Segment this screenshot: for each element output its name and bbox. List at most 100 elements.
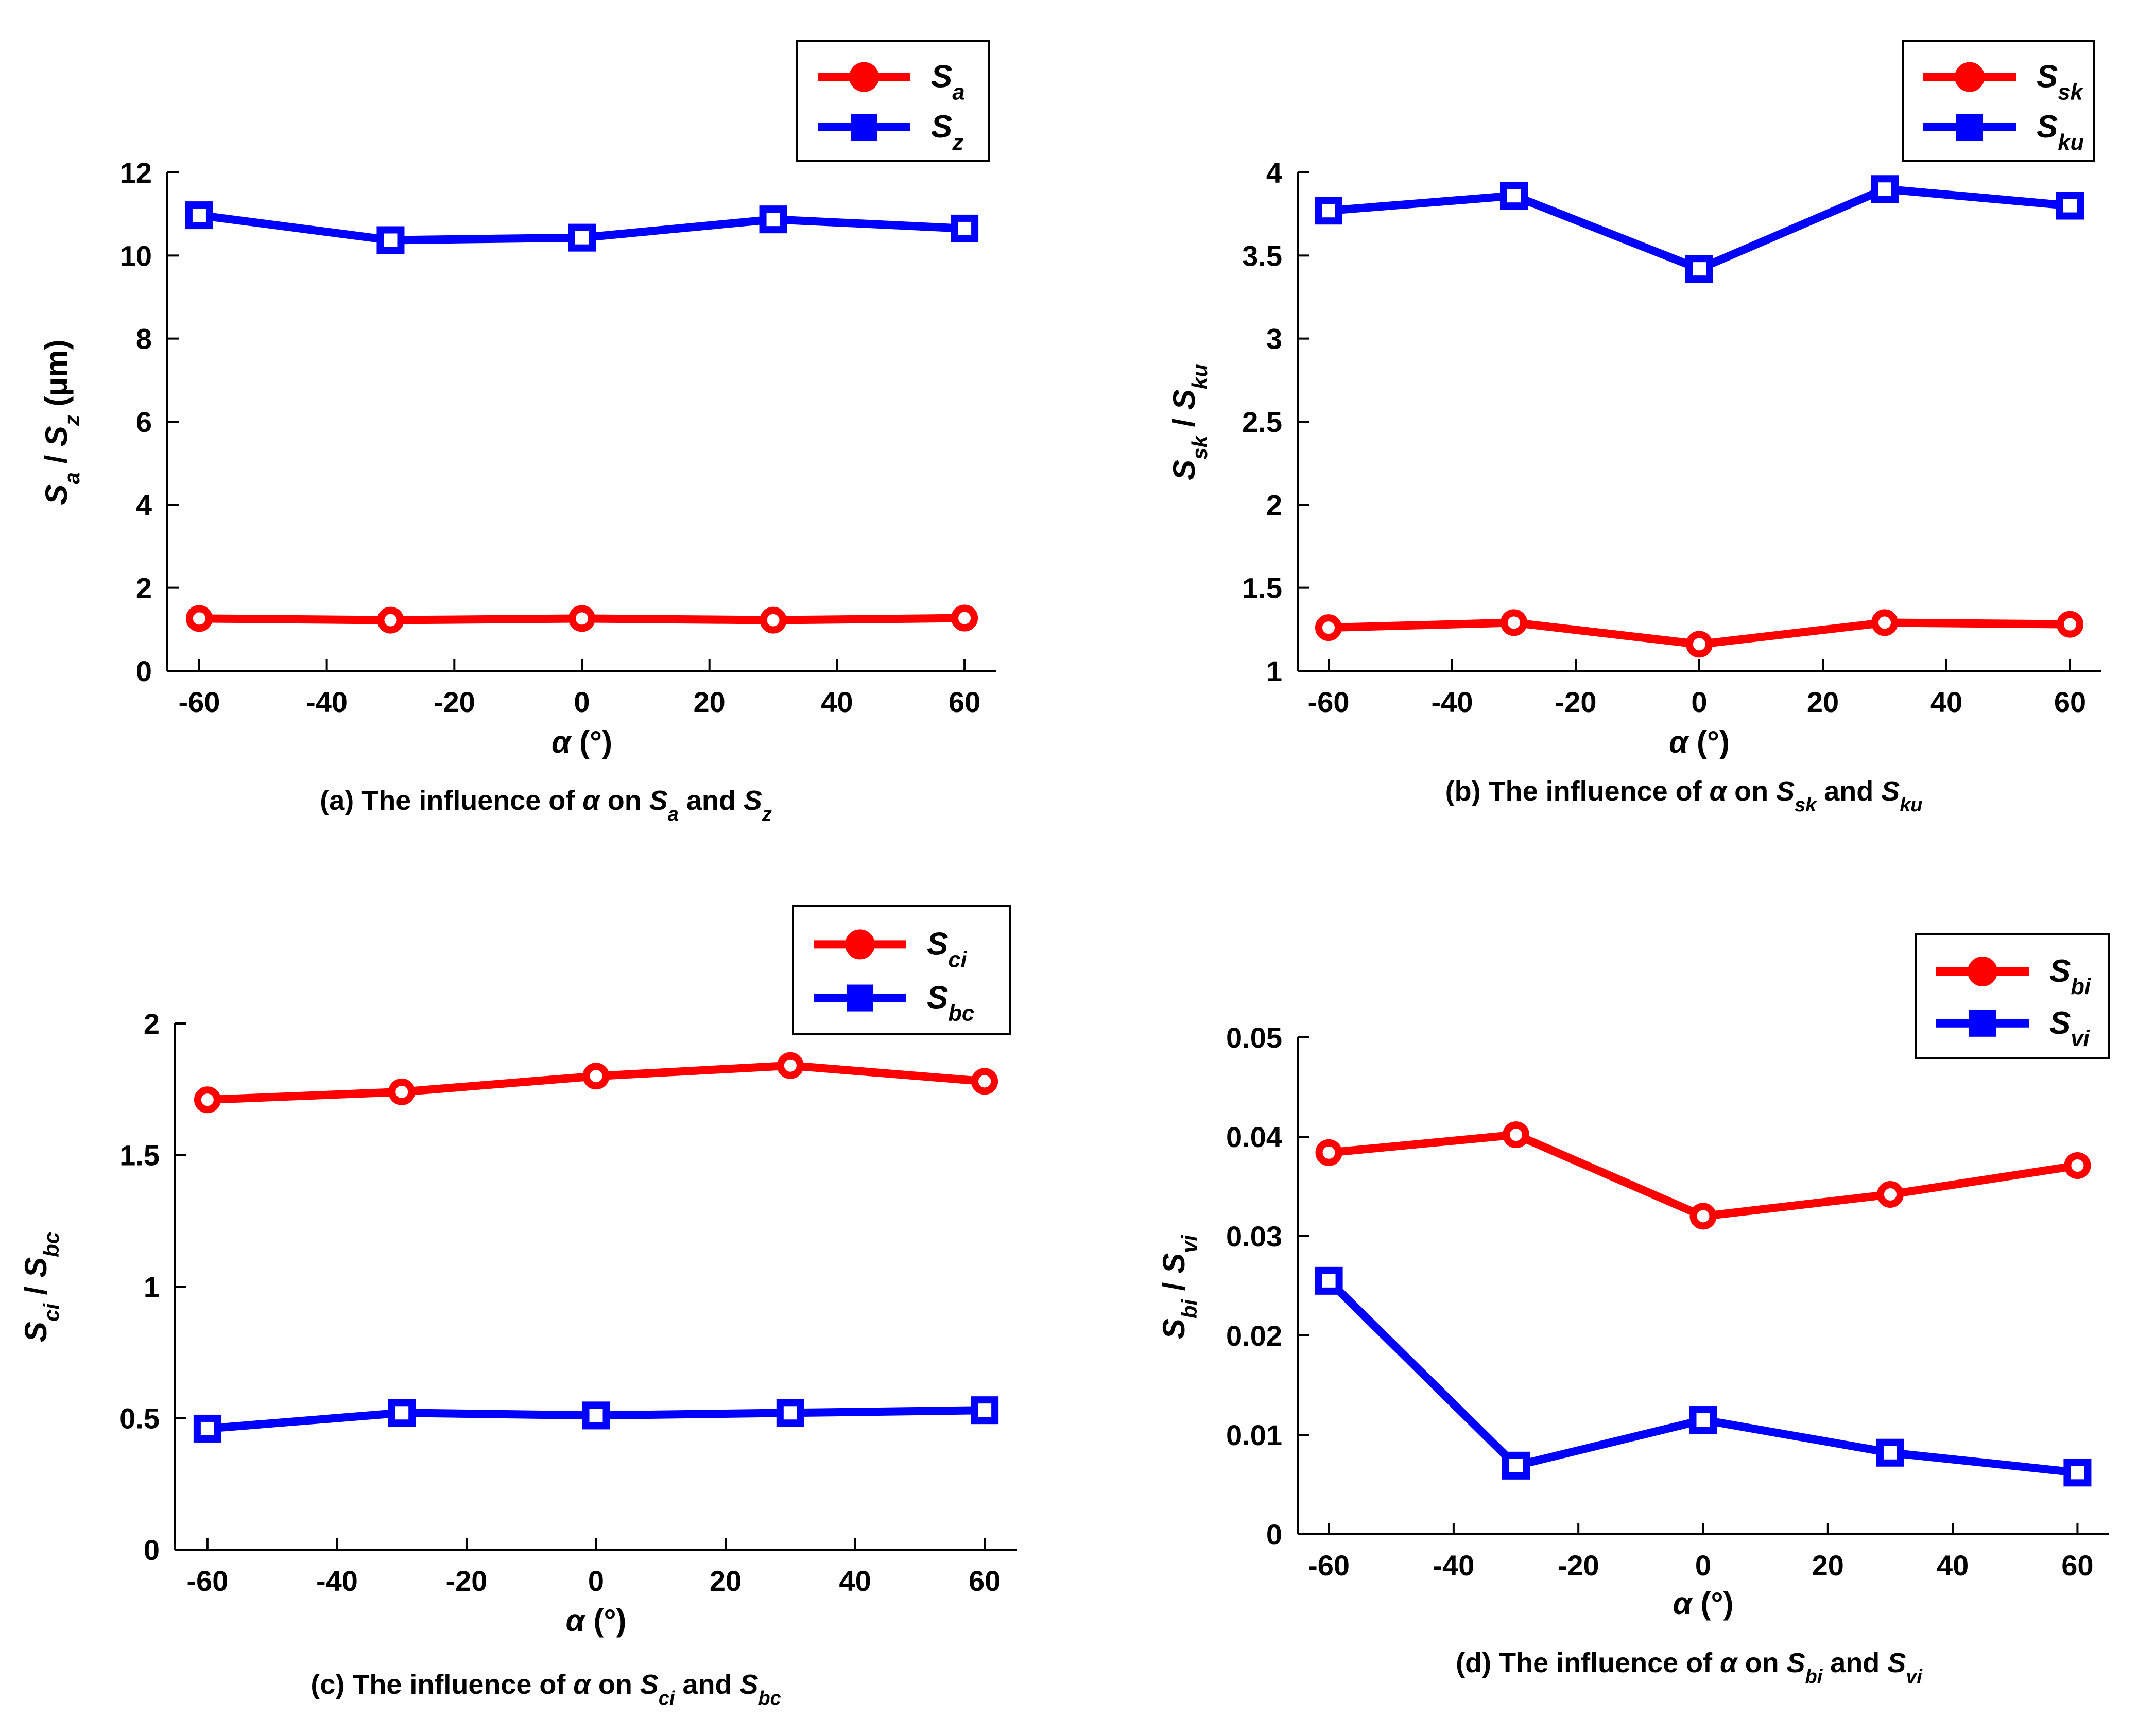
data-point [388, 1078, 416, 1105]
panel-a: 0 2 4 6 8 10 12 -60 -40 -20 0 20 40 60 α (°) Sa / Sz (μ… [39, 40, 996, 825]
data-point [582, 1063, 610, 1090]
x-tick-label: 0 [574, 686, 590, 718]
legend-marker [1955, 62, 1985, 92]
data-point [1871, 175, 1899, 203]
panel-d: 0 0.01 0.02 0.03 0.04 0.05 -60 -40 -20 0 20 40 60 α (… [1157, 933, 2110, 1688]
x-tick-label: 60 [2054, 686, 2086, 718]
data-point [194, 1086, 221, 1114]
legend-box [792, 905, 1011, 1035]
data-point [2057, 611, 2083, 638]
y-tick-label: 0.04 [1226, 1121, 1282, 1153]
x-tick-label: 20 [1812, 1549, 1844, 1582]
legend-marker [849, 62, 879, 92]
y-tick-label: 1 [1266, 655, 1282, 687]
panel-b: 1 1.5 2 2.5 3 3.5 4 -60 -40 -20 0 20 40 60 α (°) Ssk / … [1167, 40, 2101, 816]
legend-label: Sa [931, 59, 965, 105]
x-tick-label: -60 [178, 686, 220, 718]
y-tick-label: 0 [136, 655, 152, 687]
y-tick-label: 8 [136, 323, 152, 355]
data-point [1876, 1438, 1904, 1467]
y-tick-label: 0.02 [1226, 1320, 1282, 1352]
series-Sbc [193, 1396, 999, 1443]
y-tick-label: 0.5 [119, 1402, 160, 1435]
data-point [185, 605, 213, 632]
x-tick-label: 0 [1695, 1549, 1711, 1582]
data-point [2056, 192, 2084, 220]
legend-label: Svi [2049, 1005, 2090, 1051]
data-point [185, 201, 213, 230]
data-point [388, 1399, 416, 1427]
x-tick-label: 0 [588, 1565, 604, 1597]
x-tick-label: -20 [434, 686, 475, 718]
data-point [568, 223, 596, 252]
series-Ssk [1315, 609, 2083, 658]
x-tick-label: 40 [1930, 686, 1962, 718]
y-tick-label: 6 [136, 406, 152, 438]
x-tick-label: 60 [2061, 1549, 2093, 1582]
legend-label: Sbi [2049, 953, 2091, 999]
legend-marker [851, 114, 877, 141]
data-point [1876, 1181, 1904, 1208]
data-point [1686, 631, 1713, 658]
legend-box [1915, 933, 2110, 1059]
y-tick-label: 10 [120, 239, 152, 272]
data-point [760, 606, 787, 634]
x-axis-label: α (°) [1673, 1586, 1734, 1621]
panel-c: 0 0.5 1 1.5 2 -60 -40 -20 0 20 40 60 α (°) Sci / Sbc (… [19, 905, 1017, 1709]
data-point [2064, 1152, 2091, 1179]
y-tick-label: 0.03 [1226, 1220, 1282, 1253]
data-point [1501, 609, 1527, 636]
x-tick-label: 40 [839, 1565, 871, 1597]
legend-marker [1968, 957, 1997, 986]
x-tick-label: 0 [1691, 686, 1707, 718]
x-axis-label: α (°) [566, 1603, 627, 1638]
legend: Sci Sbc [792, 905, 1011, 1035]
y-tick-label: 4 [1266, 157, 1282, 189]
y-tick-label: 0.05 [1226, 1021, 1282, 1054]
legend-label: Sbc [927, 980, 974, 1026]
y-tick-label: 0.01 [1226, 1419, 1282, 1451]
panel-caption: (b) The influence of α on Ssk and Sku [1445, 776, 1923, 816]
x-tick-label: -60 [186, 1565, 228, 1597]
x-tick-label: 20 [694, 686, 726, 718]
x-tick-label: -40 [1433, 1549, 1474, 1582]
y-tick-label: 12 [120, 157, 152, 189]
data-point [951, 214, 979, 242]
y-tick-label: 2 [144, 1008, 160, 1040]
series-Sbi [1315, 1121, 2091, 1230]
data-point [1315, 614, 1342, 641]
legend-label: Sku [2037, 109, 2084, 155]
x-tick-label: 60 [969, 1565, 1001, 1597]
series-Sku [1315, 175, 2084, 283]
y-tick-label: 2.5 [1242, 406, 1282, 438]
x-tick-label: 40 [1937, 1549, 1969, 1582]
y-axis-label: Sci / Sbc [19, 1232, 63, 1342]
x-tick-label: 20 [710, 1565, 742, 1597]
legend-marker [1969, 1010, 1996, 1037]
legend-label: Sci [927, 926, 967, 972]
x-tick-label: -20 [1558, 1549, 1599, 1582]
series-Sa [185, 604, 978, 634]
data-point [776, 1399, 804, 1427]
x-tick-label: -40 [306, 686, 348, 718]
x-tick-label: -40 [1432, 686, 1473, 718]
y-tick-label: 1.5 [1242, 572, 1282, 604]
x-tick-label: 60 [949, 686, 980, 718]
legend-marker [847, 984, 873, 1012]
y-tick-label: 2 [136, 572, 152, 604]
data-point [2063, 1459, 2092, 1487]
x-tick-label: -20 [1555, 686, 1597, 718]
y-tick-label: 3 [1266, 323, 1282, 355]
data-point [1315, 197, 1342, 225]
data-point [1315, 1266, 1343, 1295]
x-tick-label: 20 [1807, 686, 1839, 718]
data-point [582, 1401, 610, 1430]
data-point [1689, 1406, 1717, 1434]
x-tick-label: -60 [1308, 686, 1350, 718]
data-point [377, 606, 404, 634]
x-tick-label: -60 [1308, 1549, 1350, 1582]
data-point [1502, 1451, 1530, 1480]
panel-caption: (c) The influence of α on Sci and Sbc [311, 1669, 781, 1709]
